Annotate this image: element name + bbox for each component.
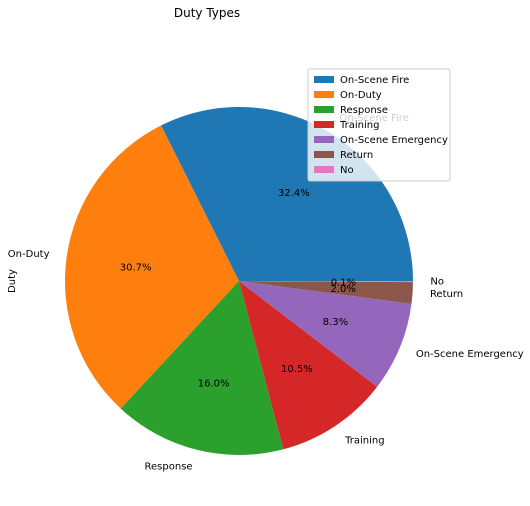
legend-swatch-on-duty: [314, 91, 334, 98]
pie-slice-on-duty: [64, 125, 240, 409]
slice-label-response: Response: [145, 462, 193, 473]
y-axis-label: Duty: [7, 269, 18, 293]
pct-label-response: 16.0%: [198, 378, 230, 389]
slice-label-return: Return: [430, 289, 463, 300]
legend-swatch-on-scene-fire: [314, 76, 334, 83]
slice-label-training: Training: [344, 435, 384, 446]
percentage-labels: 32.4% 30.7% 16.0% 10.5% 8.3% 2.0%0.1%: [120, 188, 356, 389]
legend-swatch-return: [314, 151, 334, 158]
legend-frame: [307, 68, 451, 182]
legend-label-training: Training: [339, 120, 379, 131]
pct-label-no: 0.1%: [331, 277, 356, 288]
slice-label-on-scene-emergency: On-Scene Emergency: [416, 349, 524, 360]
legend-label-on-scene-emergency: On-Scene Emergency: [340, 135, 448, 146]
slice-label-on-duty: On-Duty: [8, 249, 50, 260]
slice-label-no: No: [430, 277, 444, 288]
legend: On-Scene Fire On-Duty Response Training On-S…: [307, 68, 451, 182]
pct-label-training: 10.5%: [281, 364, 313, 375]
legend-swatch-on-scene-emergency: [314, 136, 334, 143]
legend-swatch-response: [314, 106, 334, 113]
legend-label-return: Return: [340, 150, 373, 161]
legend-label-no: No: [340, 165, 354, 176]
legend-swatch-training: [314, 121, 334, 128]
pct-label-on-duty: 30.7%: [120, 262, 152, 273]
pie-slice-training: [239, 281, 378, 450]
pie-slice-no: [239, 281, 413, 283]
legend-swatch-no: [314, 166, 334, 173]
legend-label-response: Response: [340, 105, 388, 116]
pie-slice-on-scene-emergency: [239, 281, 412, 387]
pct-label-on-scene-emergency: 8.3%: [323, 317, 348, 328]
legend-label-on-duty: On-Duty: [340, 90, 382, 101]
pct-label-return: 2.0%: [330, 284, 355, 295]
pie-slice-return: [239, 281, 413, 304]
legend-label-on-scene-fire: On-Scene Fire: [340, 75, 409, 86]
pie-slice-response: [120, 281, 284, 455]
chart-title: Duty Types: [174, 6, 240, 20]
pct-label-on-scene-fire: 32.4%: [278, 188, 310, 199]
